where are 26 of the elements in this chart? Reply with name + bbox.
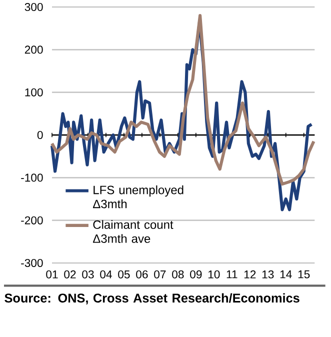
x-tick-label: 15 bbox=[298, 270, 310, 278]
x-tick-label: 11 bbox=[226, 270, 238, 278]
y-tick-label: 100 bbox=[25, 88, 43, 96]
x-tick-label: 14 bbox=[280, 270, 292, 278]
y-tick-label: 0 bbox=[37, 131, 43, 140]
x-tick-label: 09 bbox=[190, 270, 202, 278]
x-tick-label: 01 bbox=[46, 270, 58, 278]
legend-label: Claimant count Δ3mth ave bbox=[92, 220, 174, 243]
x-tick-label: 12 bbox=[244, 270, 256, 278]
x-tick-label: 06 bbox=[136, 270, 148, 278]
y-tick-label: 200 bbox=[24, 46, 43, 54]
x-tick-label: 04 bbox=[100, 270, 112, 278]
y-tick-label: -100 bbox=[21, 174, 43, 182]
x-tick-label: 03 bbox=[82, 270, 94, 278]
y-tick-label: -200 bbox=[21, 216, 43, 224]
line-series bbox=[50, 14, 316, 186]
y-tick-label: -300 bbox=[21, 258, 43, 268]
x-tick-label: 07 bbox=[154, 270, 166, 278]
legend-label: LFS unemployed Δ3mth bbox=[92, 185, 184, 208]
x-tick-label: 13 bbox=[262, 270, 274, 278]
x-tick-label: 08 bbox=[172, 270, 184, 278]
x-tick-label: 10 bbox=[208, 270, 220, 278]
x-tick-label: 05 bbox=[118, 270, 130, 278]
source-note: Source: ONS, Cross Asset Research/Economics bbox=[4, 293, 300, 304]
x-tick-label: 02 bbox=[64, 270, 76, 278]
y-tick-label: 300 bbox=[24, 3, 43, 12]
